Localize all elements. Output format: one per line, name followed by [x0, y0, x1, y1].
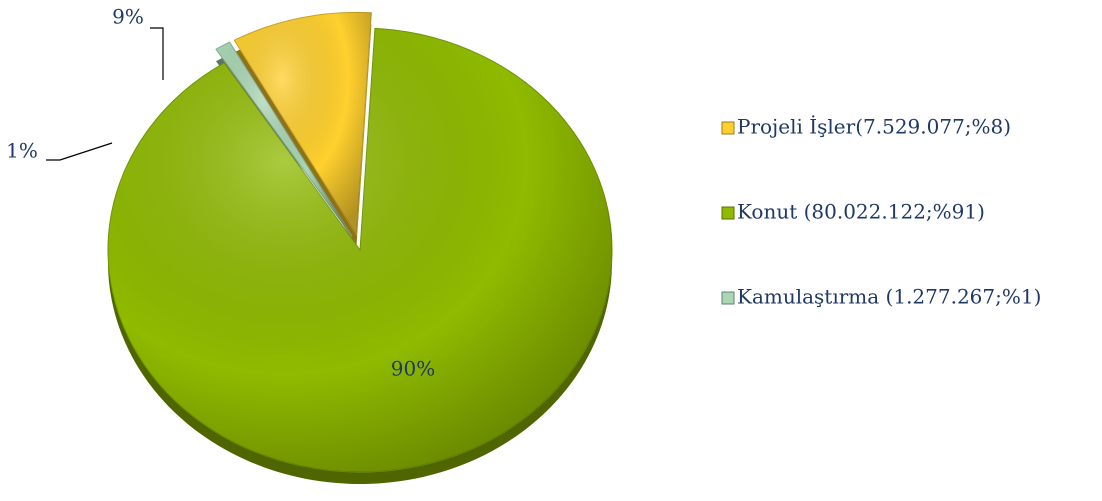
legend-swatch	[721, 206, 735, 220]
data-label: 90%	[391, 357, 435, 381]
data-label: 1%	[6, 139, 38, 163]
legend-label: Konut (80.022.122;%91)	[737, 200, 985, 224]
leader-line	[46, 142, 113, 161]
slice-shading	[234, 12, 372, 235]
legend-swatch	[721, 121, 735, 135]
slice-shading	[107, 28, 612, 472]
slice-shading	[216, 42, 352, 237]
legend-label: Projeli İşler(7.529.077;%8)	[737, 115, 1011, 139]
data-label: 9%	[112, 5, 144, 29]
legend-swatch	[721, 291, 735, 305]
legend-label: Kamulaştırma (1.277.267;%1)	[737, 285, 1041, 309]
leader-line	[150, 27, 164, 80]
